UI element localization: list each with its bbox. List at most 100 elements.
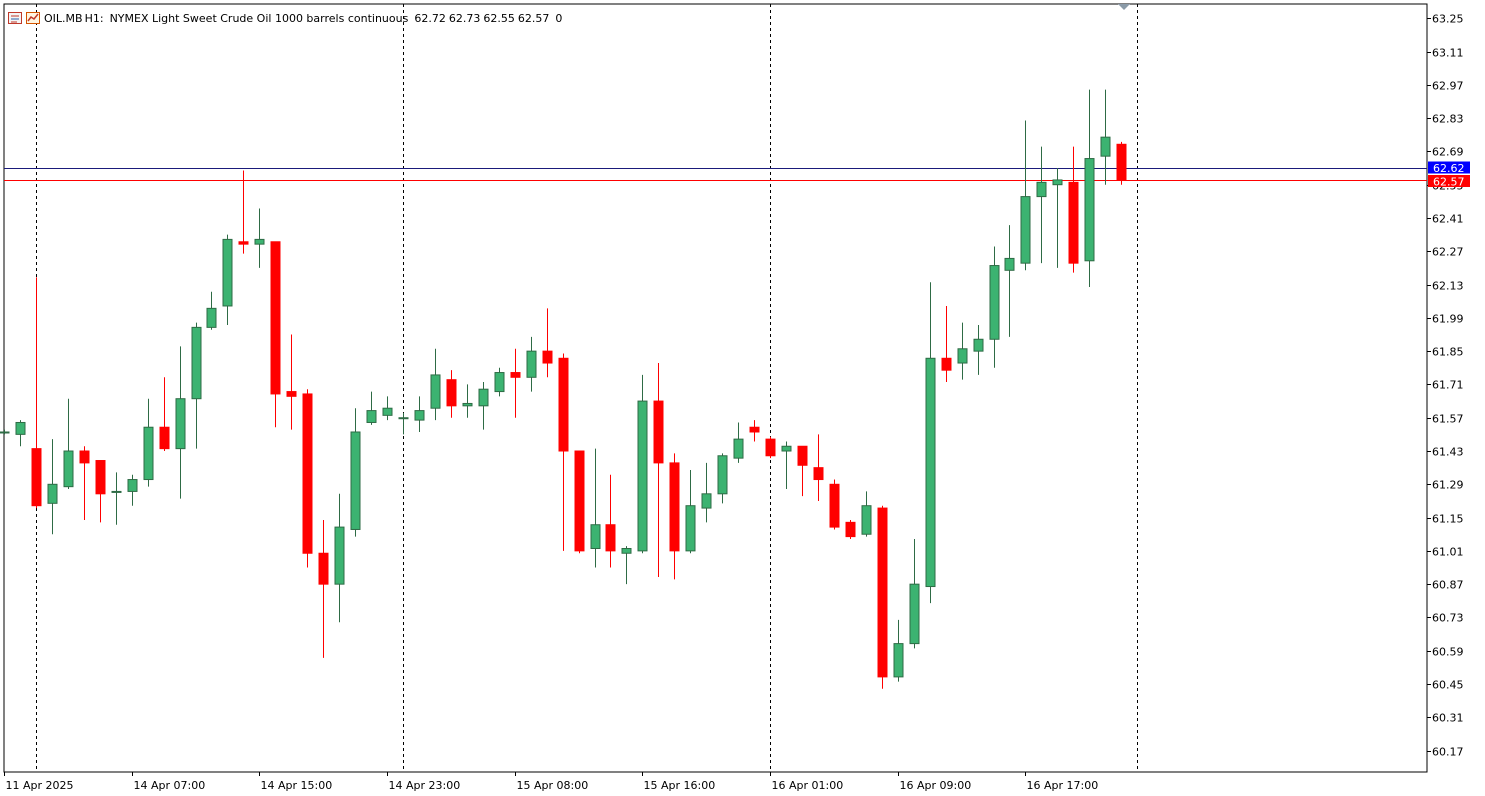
candle[interactable] (765, 436, 776, 459)
price-tick-label: 60.31 (1432, 712, 1464, 725)
candle[interactable] (861, 491, 872, 537)
candle[interactable] (238, 170, 249, 254)
candle[interactable] (398, 412, 409, 435)
candle[interactable] (893, 619, 904, 682)
candle-body (350, 431, 361, 530)
candle[interactable] (510, 348, 521, 418)
candle[interactable] (350, 408, 361, 537)
candle[interactable] (270, 241, 281, 428)
candle[interactable] (733, 422, 744, 463)
candle[interactable] (574, 450, 585, 554)
candle[interactable] (286, 334, 297, 430)
candle[interactable] (621, 546, 632, 585)
candle[interactable] (781, 441, 792, 490)
chart-window-icon[interactable] (8, 12, 22, 24)
candle-body (79, 450, 90, 464)
candle[interactable] (1004, 225, 1015, 337)
candle[interactable] (1116, 141, 1127, 185)
candle[interactable] (957, 322, 968, 380)
time-tick-label: 11 Apr 2025 (6, 779, 74, 792)
candle[interactable] (542, 308, 553, 378)
price-tick-label: 62.97 (1432, 80, 1464, 93)
candle[interactable] (302, 389, 313, 568)
candle-body (1068, 181, 1079, 264)
candle[interactable] (47, 439, 58, 535)
candle[interactable] (941, 305, 952, 383)
candle[interactable] (1036, 146, 1047, 264)
candle-body (398, 417, 409, 420)
scroll-marker-icon[interactable] (1118, 4, 1130, 10)
candle-body (1084, 158, 1095, 262)
candle[interactable] (15, 420, 26, 447)
candle[interactable] (845, 519, 856, 539)
candle[interactable] (526, 336, 537, 392)
candle[interactable] (717, 453, 728, 504)
candle[interactable] (366, 391, 377, 425)
candle[interactable] (462, 384, 473, 418)
candle[interactable] (334, 493, 345, 623)
candle[interactable] (318, 519, 329, 658)
candle[interactable] (877, 505, 888, 689)
candle[interactable] (701, 462, 712, 523)
candle[interactable] (63, 398, 74, 490)
price-axis[interactable]: 63.2563.1162.9762.8362.6962.5562.4162.27… (1427, 13, 1464, 759)
candle[interactable] (749, 420, 760, 442)
candle[interactable] (382, 396, 393, 421)
candle[interactable] (637, 374, 648, 554)
candle[interactable] (1020, 120, 1031, 271)
candle[interactable] (254, 208, 265, 268)
candle[interactable] (95, 460, 106, 523)
candle[interactable] (0, 429, 10, 435)
candle[interactable] (973, 324, 984, 375)
candle[interactable] (111, 472, 122, 525)
candle[interactable] (159, 377, 170, 452)
candle-body (494, 372, 505, 393)
candle[interactable] (669, 453, 680, 580)
candle[interactable] (605, 474, 616, 568)
candle[interactable] (590, 448, 601, 568)
price-tick-label: 61.29 (1432, 479, 1464, 492)
candle[interactable] (127, 474, 138, 506)
candle-body (542, 350, 553, 364)
candle-body (206, 307, 217, 328)
candle[interactable] (813, 434, 824, 501)
time-axis[interactable]: 11 Apr 2025 14 Apr 07:00 14 Apr 15:00 14 Ap… (4, 772, 1099, 792)
candle[interactable] (653, 363, 664, 578)
candle[interactable] (558, 353, 569, 551)
candle[interactable] (925, 282, 936, 604)
candle[interactable] (191, 322, 202, 449)
candle[interactable] (1100, 89, 1111, 185)
candle-body (0, 431, 10, 434)
candle[interactable] (494, 367, 505, 397)
candle[interactable] (222, 234, 233, 325)
candle[interactable] (446, 370, 457, 418)
candle-body (909, 583, 920, 645)
candle-body (653, 400, 664, 464)
candle-body (637, 400, 648, 552)
bid-price-label: 62.57 (1433, 176, 1465, 189)
candle[interactable] (685, 470, 696, 554)
candle[interactable] (989, 246, 1000, 368)
candle[interactable] (79, 446, 90, 520)
candle[interactable] (414, 396, 425, 432)
candle[interactable] (478, 382, 489, 430)
candle[interactable] (797, 445, 808, 497)
candle[interactable] (31, 277, 42, 509)
candle[interactable] (206, 291, 217, 330)
candle-body (845, 521, 856, 538)
candle[interactable] (175, 346, 186, 499)
candle[interactable] (909, 538, 920, 649)
candle[interactable] (1052, 168, 1063, 268)
candle[interactable] (1068, 146, 1079, 273)
symbol-icon[interactable] (26, 12, 40, 24)
price-tick-label: 62.41 (1432, 213, 1464, 226)
candle[interactable] (430, 348, 441, 421)
candle-body (382, 407, 393, 416)
candle-body (893, 643, 904, 678)
candles[interactable] (0, 89, 1127, 689)
candle[interactable] (1084, 89, 1095, 287)
candle[interactable] (143, 398, 154, 487)
candle[interactable] (829, 479, 840, 530)
candle-body (222, 238, 233, 307)
